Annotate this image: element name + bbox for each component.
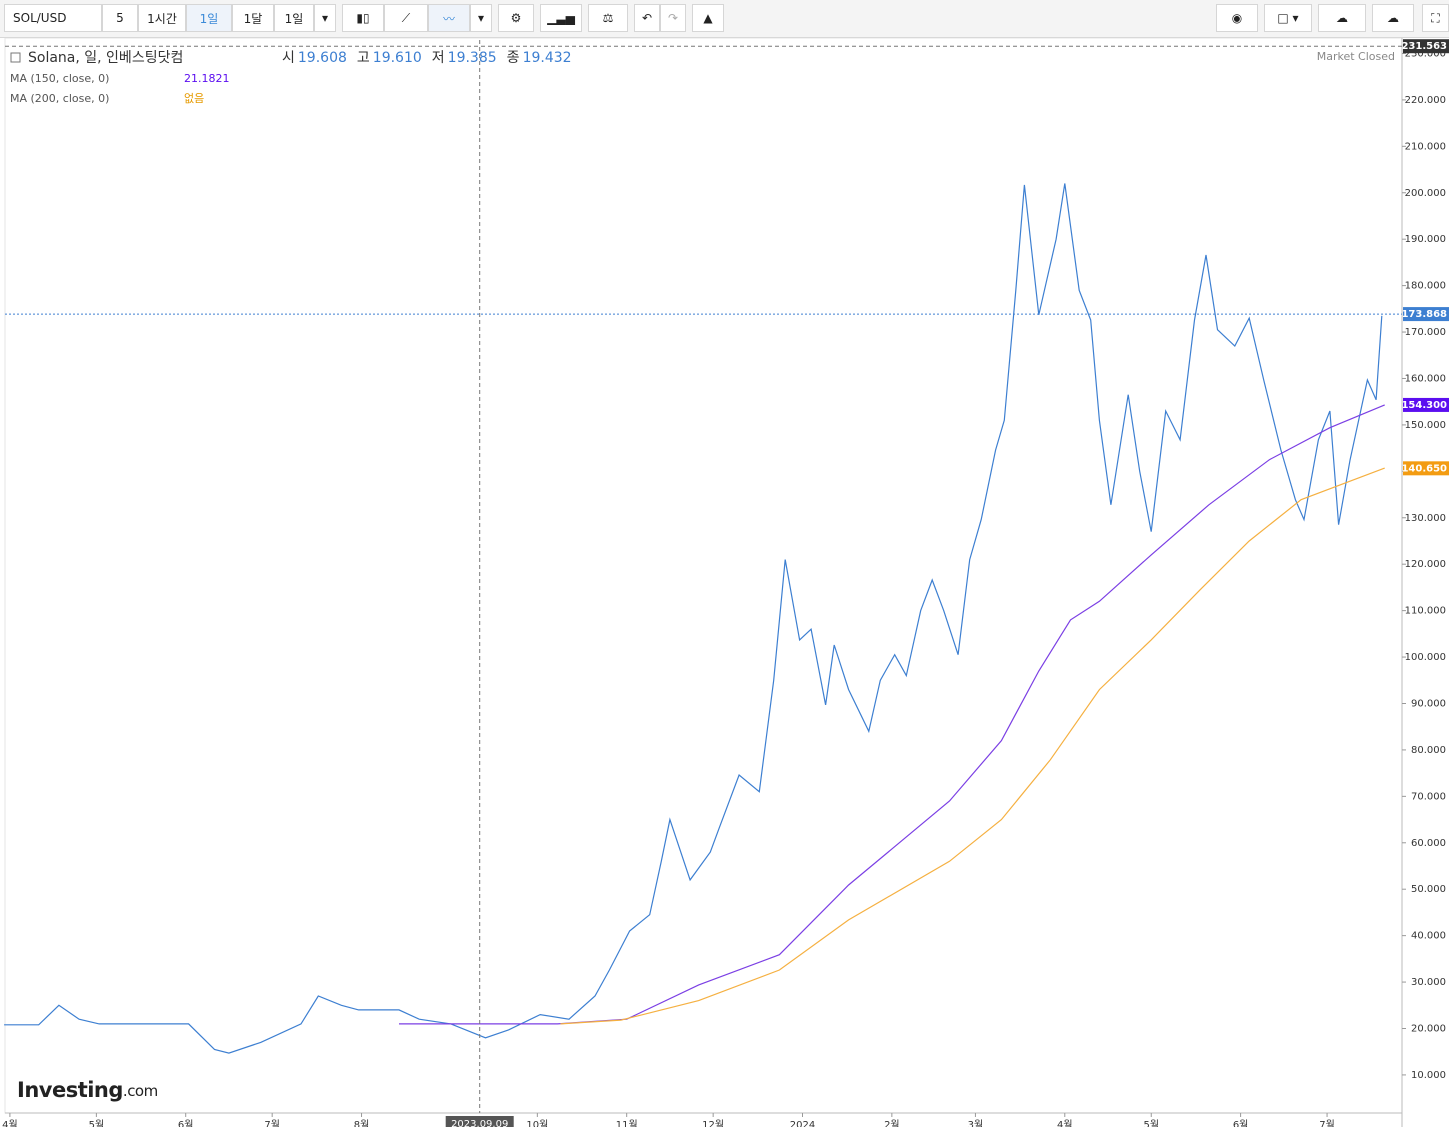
toolbar: SOL/USD 5 1시간 1일 1달 1일 ▾ ▮▯ ⟋ 〰 ▾ ⚙ ▁▃▅ … [0,0,1449,38]
series-line [560,467,1385,1025]
undo-button[interactable]: ↶ [634,4,660,32]
series-line [4,183,1383,1054]
x-tick-label: 11월 [616,1119,638,1127]
y-tick-label: 160.000 [1405,373,1446,384]
ma150-label: MA (150, close, 0) [10,72,109,85]
save-button[interactable]: ☁ [1372,4,1414,32]
interval-button[interactable]: 1일 [186,4,232,32]
x-tick-label: 2월 [884,1119,900,1127]
x-tick-label: 3월 [968,1119,984,1127]
y-tick-label: 150.000 [1405,420,1446,431]
series-title: Solana, 일, 인베스팅닷컴 [28,50,183,66]
market-status: Market Closed [1317,50,1395,63]
x-tick-label: 5월 [89,1119,105,1127]
plot-area [4,38,1403,1114]
watermark-suffix: .com [123,1082,158,1100]
alert-button[interactable]: ▲ [692,4,724,32]
y-tick-label: 130.000 [1405,513,1446,524]
crosshair-date: 2023.09.09 [451,1119,508,1127]
fullscreen-button[interactable]: ⛶ [1422,4,1449,32]
price-label-box [1403,39,1449,54]
interval-button[interactable]: 5 [102,4,138,32]
y-tick-label: 180.000 [1405,281,1446,292]
y-tick-label: 220.000 [1405,95,1446,106]
ma200-value: 없음 [184,92,204,105]
x-tick-label: 12월 [702,1119,724,1127]
x-tick-label: 7월 [1319,1119,1335,1127]
interval-button[interactable]: 1일 [274,4,314,32]
redo-button[interactable]: ↷ [660,4,686,32]
y-tick-label: 30.000 [1411,977,1446,988]
area-button[interactable]: ⟋ [384,4,428,32]
candle-button[interactable]: ▮▯ [342,4,384,32]
y-tick-label: 120.000 [1405,559,1446,570]
y-tick-label: 40.000 [1411,931,1446,942]
line-button[interactable]: 〰 [428,4,470,32]
y-tick-label: 100.000 [1405,652,1446,663]
ohlc-label: 종 [507,50,520,66]
y-tick-label: 60.000 [1411,838,1446,849]
collapse-icon[interactable] [10,52,21,63]
y-tick-label: 10.000 [1411,1070,1446,1081]
dropdown[interactable]: ▾ [314,4,336,32]
ohlc-value: 19.608 [298,50,347,66]
y-tick-label: 190.000 [1405,234,1446,245]
y-tick-label: 80.000 [1411,745,1446,756]
x-tick-label: 8월 [354,1119,370,1127]
y-tick-label: 230.000 [1405,48,1446,59]
symbol-input[interactable]: SOL/USD [4,4,102,32]
ohlc-value: 19.385 [448,50,497,66]
watermark-main: Investing [17,1078,123,1102]
y-tick-label: 50.000 [1411,884,1446,895]
crosshair-date-box [445,1116,514,1127]
ohlc-label: 고 [357,50,370,66]
chart: Solana, 일, 인베스팅닷컴 21.1821 없음 MA (150, cl… [2,38,1449,1127]
ohlc-label: 저 [432,50,445,66]
watermark: Investing.com [17,1078,158,1102]
y-tick-label: 90.000 [1411,698,1446,709]
x-tick-label: 2024 [790,1120,815,1127]
price-label-box [1403,461,1449,476]
settings-button[interactable]: ⚙ [498,4,534,32]
legend: Solana, 일, 인베스팅닷컴 21.1821 없음 MA (150, cl… [10,50,1395,105]
color-button[interactable]: □ ▾ [1264,4,1312,32]
indicator-button[interactable]: ▁▃▅ [540,4,582,32]
x-tick-label: 6월 [1233,1119,1249,1127]
ohlc-label: 시 [282,50,295,66]
dropdown[interactable]: ▾ [470,4,492,32]
x-tick-label: 10월 [526,1119,548,1127]
x-tick-label: 4월 [1057,1119,1073,1127]
screenshot-button[interactable]: ◉ [1216,4,1258,32]
load-button[interactable]: ☁ [1318,4,1366,32]
y-tick-label: 170.000 [1405,327,1446,338]
y-tick-label: 70.000 [1411,791,1446,802]
ohlc-value: 19.610 [373,50,422,66]
ma150-value: 21.1821 [184,72,230,85]
interval-button[interactable]: 1달 [232,4,274,32]
y-tick-label: 200.000 [1405,188,1446,199]
ma200-label: MA (200, close, 0) [10,92,109,105]
ohlc-value: 19.432 [523,50,572,66]
y-tick-label: 210.000 [1405,141,1446,152]
y-tick-label: 20.000 [1411,1023,1446,1034]
x-tick-label: 5월 [1143,1119,1159,1127]
compare-button[interactable]: ⚖ [588,4,628,32]
x-tick-label: 6월 [178,1119,194,1127]
price-label: 231.563 [1401,41,1447,52]
price-label-box [1403,307,1449,322]
price-label: 154.300 [1401,400,1447,411]
y-tick-label: 110.000 [1405,606,1446,617]
x-tick-label: 7월 [264,1119,280,1127]
x-tick-label: 4월 [2,1119,18,1127]
price-label-box [1403,397,1449,412]
series-line [399,404,1385,1025]
price-label: 173.868 [1401,309,1447,320]
interval-button[interactable]: 1시간 [138,4,186,32]
price-label: 140.650 [1401,463,1447,474]
